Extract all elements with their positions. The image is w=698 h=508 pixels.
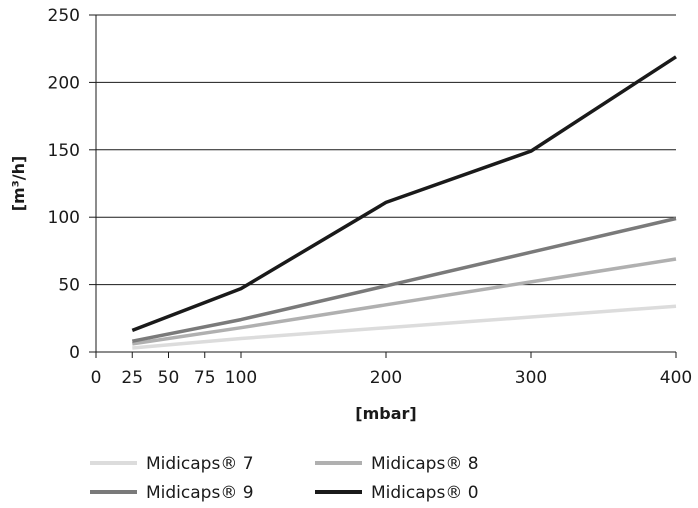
legend-label: Midicaps® 7 (146, 454, 254, 474)
x-tick-label: 300 (515, 368, 547, 388)
tick-labels: 0 50 100 150 200 250 0 25 50 75 100 200 300 400 (48, 6, 693, 388)
y-tick-label: 50 (58, 276, 80, 296)
y-tick-label: 0 (69, 343, 80, 363)
series-line (132, 304, 677, 350)
y-tick-label: 100 (48, 208, 80, 228)
axes (89, 14, 677, 358)
x-tick-label: 200 (370, 368, 402, 388)
y-tick-label: 150 (48, 141, 80, 161)
x-tick-label: 0 (91, 368, 102, 388)
legend-label: Midicaps® 0 (371, 483, 479, 503)
series-line (132, 257, 677, 346)
series-line (131, 216, 677, 343)
y-axis-title: [m³/h] (9, 156, 28, 212)
x-tick-label: 75 (194, 368, 216, 388)
x-tick-label: 100 (225, 368, 257, 388)
legend-label: Midicaps® 8 (371, 454, 479, 474)
x-tick-label: 50 (158, 368, 180, 388)
legend: Midicaps® 7 Midicaps® 8 Midicaps® 9 Midicap… (90, 454, 479, 503)
series-line (131, 55, 677, 333)
series-lines (131, 55, 677, 350)
legend-label: Midicaps® 9 (146, 483, 254, 503)
grid (96, 14, 676, 286)
y-tick-label: 200 (48, 73, 80, 93)
x-tick-label: 25 (121, 368, 143, 388)
x-axis-title: [mbar] (355, 404, 416, 423)
x-tick-label: 400 (660, 368, 692, 388)
y-tick-label: 250 (48, 6, 80, 26)
